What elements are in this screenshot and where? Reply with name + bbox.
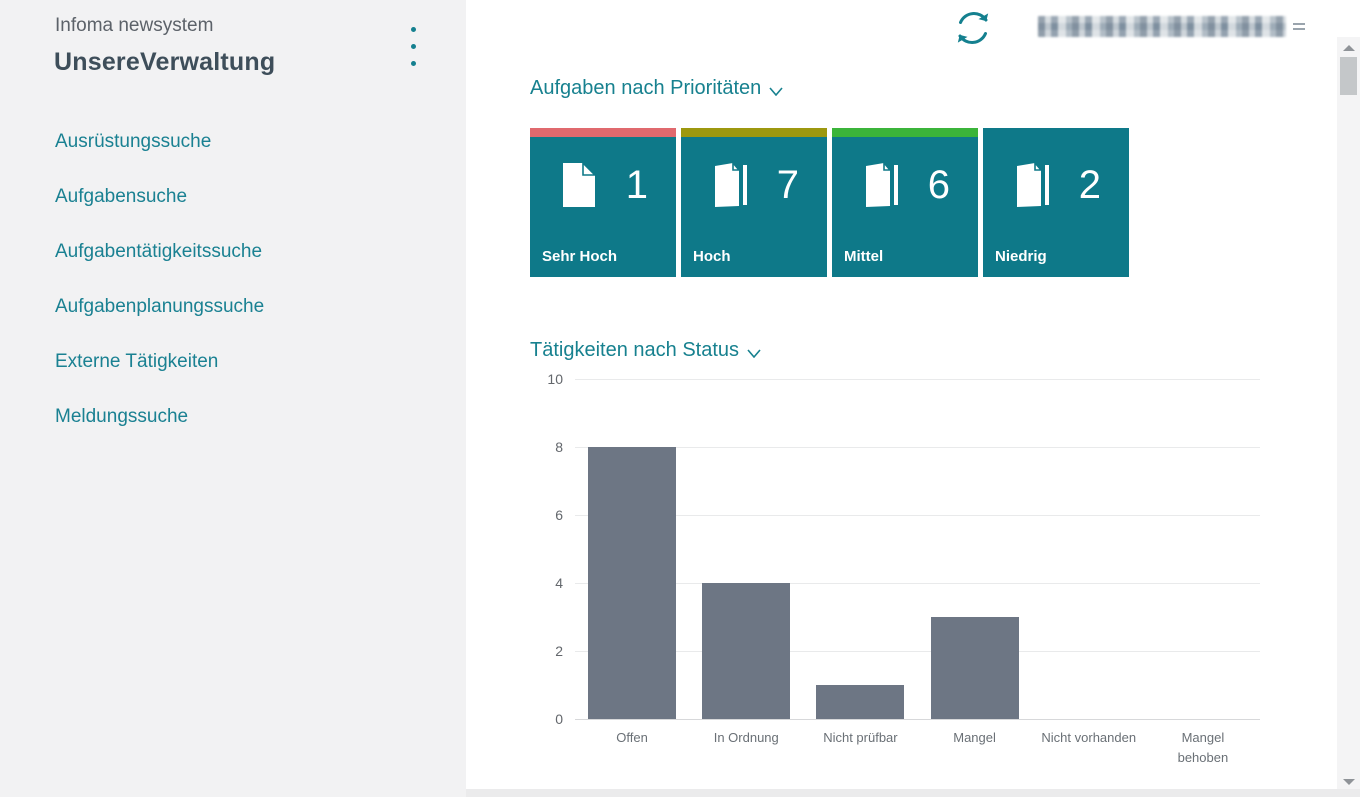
chevron-down-icon	[747, 341, 761, 364]
y-axis-tick-label: 0	[555, 711, 563, 727]
sidebar-item-aufgabenplanungssuche[interactable]: Aufgabenplanungssuche	[55, 296, 265, 317]
workspace-title: UnsereVerwaltung	[54, 48, 276, 76]
y-axis-tick-label: 6	[555, 507, 563, 523]
priority-color-strip	[832, 128, 978, 137]
sidebar-item-aufgabent-tigkeitssuche[interactable]: Aufgabentätigkeitssuche	[55, 241, 263, 262]
x-axis-label: Nicht vorhanden	[1041, 730, 1137, 745]
sidebar-item-aufgabensuche[interactable]: Aufgabensuche	[55, 186, 188, 207]
tile-body: 2	[983, 137, 1129, 233]
priority-tile-hoch[interactable]: 7 Hoch	[681, 128, 827, 277]
section-title: Tätigkeiten nach Status	[530, 339, 740, 361]
tile-count: 1	[625, 163, 648, 207]
chart-bar-mangel	[930, 617, 1019, 719]
documents-icon	[863, 161, 903, 209]
gridline	[575, 379, 1260, 380]
chart-bar-nicht-pr-fbar	[816, 685, 905, 719]
gridline	[575, 583, 1260, 584]
priority-tile-mittel[interactable]: 6 Mittel	[832, 128, 978, 277]
scroll-down-arrow-icon[interactable]	[1343, 779, 1355, 785]
y-axis-tick-label: 10	[547, 371, 563, 387]
refresh-icon	[951, 12, 995, 53]
tile-label: Hoch	[693, 248, 731, 265]
sidebar-nav: Ausrüstungssuche Aufgabensuche Aufgabentät…	[55, 131, 264, 428]
section-header-status[interactable]: Tätigkeiten nach Status	[530, 337, 761, 364]
y-axis-tick-label: 4	[555, 575, 563, 591]
document-icon	[561, 161, 597, 209]
status-bar-chart: 0 2 4 6 8 10 Offen In Ordnung Nicht prüfbar Mange…	[530, 371, 1261, 777]
redacted-user-text[interactable]	[1038, 16, 1286, 37]
x-axis-label: Mangel	[953, 730, 996, 745]
product-name: Infoma newsystem	[55, 15, 214, 36]
x-axis-label: Mangel behoben	[1177, 730, 1229, 765]
section-header-priorities[interactable]: Aufgaben nach Prioritäten	[530, 75, 783, 102]
tile-count: 6	[927, 163, 950, 207]
priority-tiles: 1 Sehr Hoch 7 Hoch	[530, 128, 1129, 277]
kebab-menu-icon[interactable]	[405, 27, 421, 73]
x-axis-label: In Ordnung	[713, 730, 779, 745]
gridline	[575, 719, 1260, 720]
section-title: Aufgaben nach Prioritäten	[530, 77, 762, 99]
tile-label: Mittel	[844, 248, 884, 265]
refresh-button[interactable]	[951, 6, 995, 50]
sidebar: Infoma newsystem UnsereVerwaltung Ausrüs…	[0, 0, 466, 797]
y-axis-tick-label: 8	[555, 439, 563, 455]
tile-count: 7	[776, 163, 799, 207]
tile-label: Sehr Hoch	[542, 248, 618, 265]
tile-body: 6	[832, 137, 978, 233]
chart-bar-in-ordnung	[702, 583, 791, 719]
priority-color-strip	[530, 128, 676, 137]
scroll-up-arrow-icon[interactable]	[1343, 45, 1355, 51]
tile-body: 7	[681, 137, 827, 233]
sidebar-item-ausr-stungssuche[interactable]: Ausrüstungssuche	[55, 131, 212, 152]
gridline	[575, 515, 1260, 516]
priority-tile-sehr-hoch[interactable]: 1 Sehr Hoch	[530, 128, 676, 277]
documents-icon	[712, 161, 752, 209]
priority-tile-niedrig[interactable]: 2 Niedrig	[983, 128, 1129, 277]
vertical-scrollbar-track[interactable]	[1337, 37, 1360, 790]
sidebar-item-externe-t-tigkeiten[interactable]: Externe Tätigkeiten	[55, 351, 219, 372]
documents-icon	[1014, 161, 1054, 209]
x-axis-label: Nicht prüfbar	[823, 730, 898, 745]
chevron-down-icon	[769, 79, 783, 102]
gridline	[575, 447, 1260, 448]
chart-bar-offen	[588, 447, 677, 719]
y-axis-tick-label: 2	[555, 643, 563, 659]
priority-color-strip	[681, 128, 827, 137]
horizontal-scrollbar-track[interactable]	[466, 789, 1360, 797]
tile-body: 1	[530, 137, 676, 233]
gridline	[575, 651, 1260, 652]
user-menu-icon[interactable]	[1293, 23, 1305, 30]
x-axis-label: Offen	[616, 730, 648, 745]
tile-label: Niedrig	[995, 248, 1047, 265]
vertical-scrollbar-thumb[interactable]	[1340, 57, 1357, 95]
tile-count: 2	[1078, 163, 1101, 207]
sidebar-item-meldungssuche[interactable]: Meldungssuche	[55, 406, 189, 427]
priority-color-strip	[983, 128, 1129, 137]
